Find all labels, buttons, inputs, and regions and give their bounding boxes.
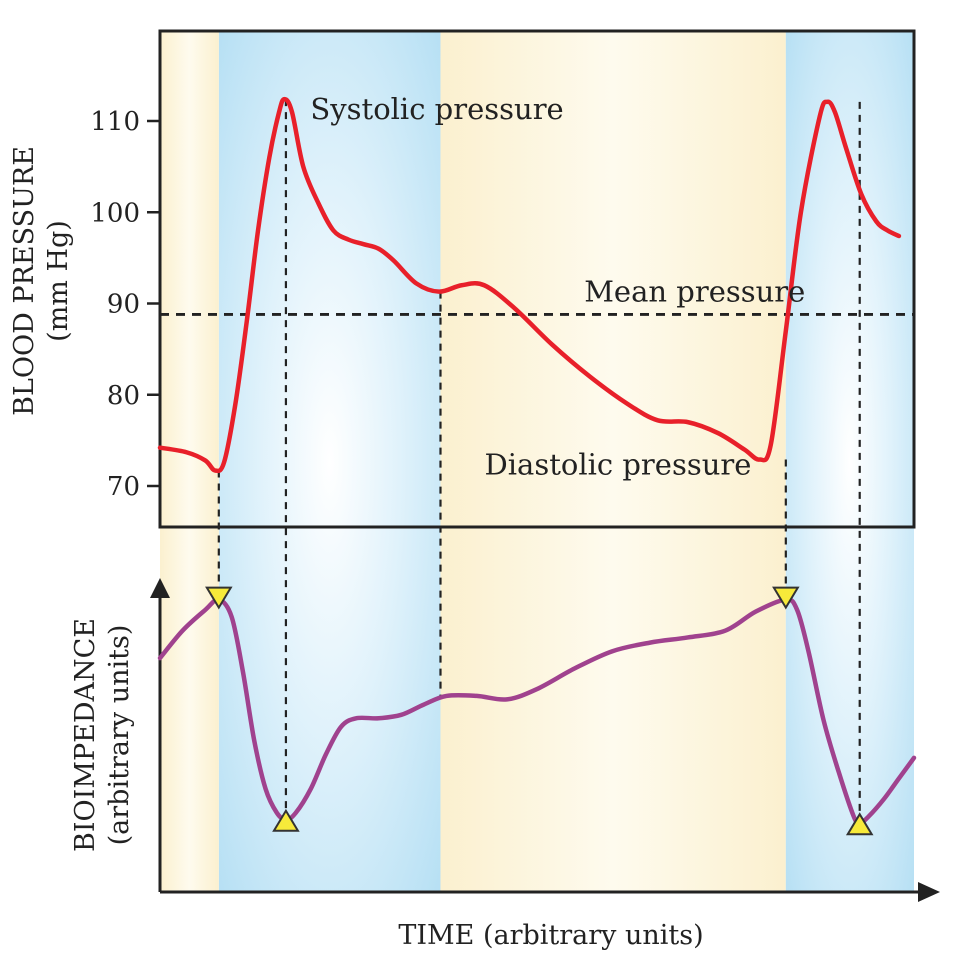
blood-pressure-y-axis-units: (mm Hg)	[43, 220, 74, 342]
phase-bands	[160, 31, 914, 892]
bioimpedance-markers	[205, 586, 874, 836]
time-x-axis-title: TIME (arbitrary units)	[398, 920, 703, 951]
phase-band-diastole-2	[440, 31, 786, 892]
bioimpedance-marker-trough-inverted-2	[772, 586, 800, 610]
phase-guide-lines	[217, 99, 861, 816]
mean-pressure-label: Mean pressure	[584, 274, 805, 308]
blood-pressure-y-axis-title: BLOOD PRESSURE	[9, 146, 40, 416]
diastolic-pressure-label: Diastolic pressure	[485, 448, 752, 482]
y-tick-label: 80	[107, 381, 140, 411]
blood-pressure-line	[157, 96, 902, 474]
bioimpedance-y-axis-units: (arbitrary units)	[104, 625, 135, 846]
bioimpedance-line	[157, 597, 917, 826]
blood-pressure-plot-frame	[158, 29, 916, 529]
time-x-axis-arrow	[918, 882, 940, 902]
bioimpedance-marker-minimum-1	[272, 808, 300, 832]
y-tick-label: 110	[90, 107, 140, 137]
bioimpedance-marker-trough-inverted-0	[205, 586, 233, 610]
phase-band-systole-0	[218, 31, 441, 892]
bioimpedance-y-axis-title: BIOIMPEDANCE	[70, 618, 101, 852]
y-tick-label: 70	[107, 472, 140, 502]
systolic-pressure-label: Systolic pressure	[310, 92, 563, 126]
phase-band-diastole-1	[160, 31, 219, 892]
y-tick-label: 90	[107, 290, 140, 320]
bioimpedance-marker-minimum-3	[845, 812, 874, 836]
y-tick-label: 100	[90, 198, 140, 228]
bioimpedance-y-axis-arrow	[150, 578, 170, 598]
blood-pressure-y-ticks: 70 80 90 100 110	[90, 107, 160, 502]
